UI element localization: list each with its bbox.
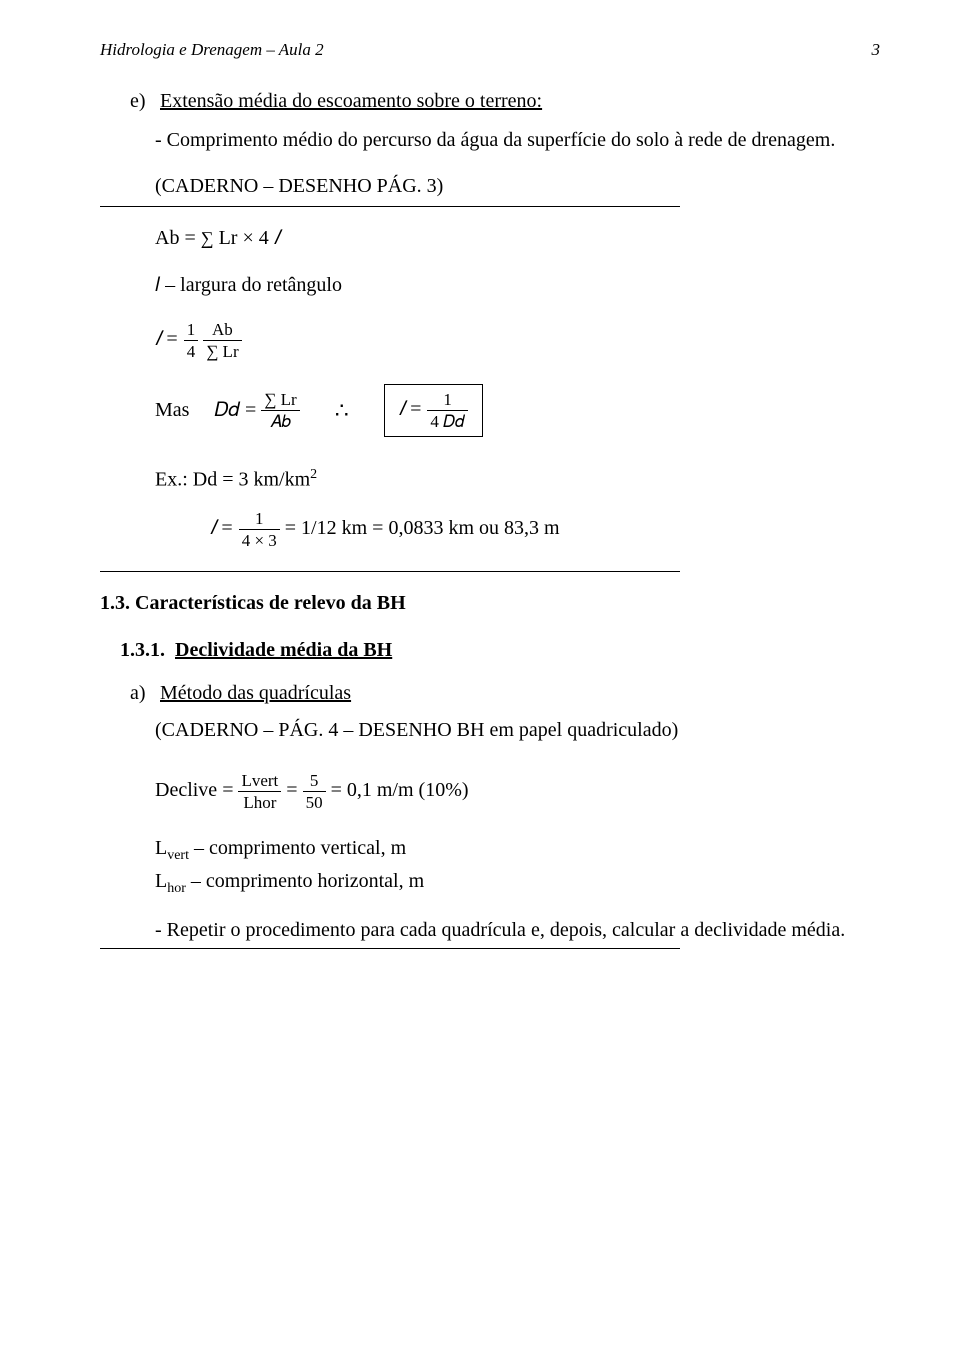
sec131-num: 1.3.1. <box>120 639 170 662</box>
eq-l-frac1: 1 4 <box>184 321 199 360</box>
lvert-pre: L <box>155 837 167 859</box>
l-largura-text: 𝑙 – largura do retângulo <box>155 274 880 297</box>
section-e-desc: - Comprimento médio do percurso da água … <box>155 125 880 155</box>
divider-2 <box>100 571 680 572</box>
eq-ab-l: 𝑙 <box>274 227 279 249</box>
example-equation: 𝑙 = 1 4 × 3 = 1/12 km = 0,0833 km ou 83,… <box>210 510 880 549</box>
equation-ab: Ab = ∑ Lr × 4 𝑙 <box>155 227 880 250</box>
therefore-symbol: ∴ <box>335 398 349 424</box>
declive-frac1: Lvert Lhor <box>238 772 281 811</box>
declive-f2d: 50 <box>303 792 326 811</box>
declive-f2n: 5 <box>303 772 326 792</box>
box-frac: 1 4 𝐷𝑑 <box>427 391 467 430</box>
lhor-pre: L <box>155 870 167 892</box>
declive-mid: = <box>286 779 302 801</box>
declive-f1n: Lvert <box>238 772 281 792</box>
exeq-l: 𝑙 = <box>210 517 239 539</box>
equation-l: 𝑙 = 1 4 Ab ∑ Lr <box>155 321 880 360</box>
eq-ab-times: × 4 <box>242 227 273 249</box>
caderno-ref-1: (CADERNO – DESENHO PÁG. 3) <box>155 175 880 198</box>
l-largura: 𝑙 – largura do retângulo <box>155 274 342 296</box>
mas-fn: ∑ Lr <box>261 391 299 411</box>
page-header: Hidrologia e Drenagem – Aula 2 3 <box>100 40 880 60</box>
caderno-ref-2: (CADERNO – PÁG. 4 – DESENHO BH em papel … <box>155 719 880 742</box>
eq-l-f2d: ∑ Lr <box>203 341 241 360</box>
eq-l-f2n: Ab <box>203 321 241 341</box>
exeq-fd: 4 × 3 <box>239 530 280 549</box>
mas-fd: 𝐴𝑏 <box>261 411 299 430</box>
ex-sup: 2 <box>310 467 317 482</box>
eq-ab-sum: ∑ <box>201 228 214 248</box>
lvert-rest: – comprimento vertical, m <box>189 837 406 859</box>
repetir-text: - Repetir o procedimento para cada quadr… <box>155 919 880 942</box>
declive-equation: Declive = Lvert Lhor = 5 50 = 0,1 m/m (1… <box>155 772 880 811</box>
page-number: 3 <box>872 40 881 60</box>
eq-ab-eq: = <box>179 227 200 249</box>
exeq-rest: = 1/12 km = 0,0833 km ou 83,3 m <box>285 517 560 539</box>
mas-row: Mas 𝐷𝑑 = ∑ Lr 𝐴𝑏 ∴ 𝑙 = 1 4 𝐷𝑑 <box>155 384 880 437</box>
mas-label: Mas <box>155 399 189 421</box>
sec131-title: Declividade média da BH <box>175 639 392 661</box>
declive-lhs: Declive = <box>155 779 238 801</box>
divider-1 <box>100 206 680 207</box>
eq-ab-lr: Lr <box>219 227 243 249</box>
header-left: Hidrologia e Drenagem – Aula 2 <box>100 40 324 60</box>
ex-label: Ex.: Dd = 3 km/km <box>155 469 310 491</box>
box-fn: 1 <box>427 391 467 411</box>
declive-f1d: Lhor <box>238 792 281 811</box>
method-a-label: a) <box>130 682 155 705</box>
declive-frac2: 5 50 <box>303 772 326 811</box>
section-1-3-1: 1.3.1. Declividade média da BH <box>120 639 880 662</box>
method-a-title: a) Método das quadrículas <box>130 682 880 705</box>
lvert-sub: vert <box>167 848 189 863</box>
eq-l-lhs: 𝑙 = <box>155 328 184 350</box>
section-e-label: e) <box>130 90 155 113</box>
lhor-sub: hor <box>167 881 186 896</box>
eq-l-f1d: 4 <box>184 341 199 360</box>
eq-l-frac2: Ab ∑ Lr <box>203 321 241 360</box>
lvert-line: Lvert – comprimento vertical, m <box>155 837 880 864</box>
eq-l-f1n: 1 <box>184 321 199 341</box>
box-l: 𝑙 = <box>399 398 428 420</box>
exeq-fn: 1 <box>239 510 280 530</box>
example-dd: Ex.: Dd = 3 km/km2 <box>155 467 880 492</box>
declive-rhs: = 0,1 m/m (10%) <box>331 779 469 801</box>
boxed-equation: 𝑙 = 1 4 𝐷𝑑 <box>384 384 483 437</box>
box-fd: 4 𝐷𝑑 <box>427 411 467 430</box>
method-a-text: Método das quadrículas <box>160 682 351 704</box>
mas-dd: 𝐷𝑑 = <box>214 399 261 421</box>
lhor-rest: – comprimento horizontal, m <box>186 870 424 892</box>
section-e-title: e) Extensão média do escoamento sobre o … <box>130 90 880 113</box>
eq-ab-lhs: Ab <box>155 227 179 249</box>
exeq-frac: 1 4 × 3 <box>239 510 280 549</box>
divider-3 <box>100 948 680 949</box>
lhor-line: Lhor – comprimento horizontal, m <box>155 870 880 897</box>
section-e-text: Extensão média do escoamento sobre o ter… <box>160 90 542 112</box>
section-1-3: 1.3. Características de relevo da BH <box>100 592 880 615</box>
mas-frac: ∑ Lr 𝐴𝑏 <box>261 391 299 430</box>
